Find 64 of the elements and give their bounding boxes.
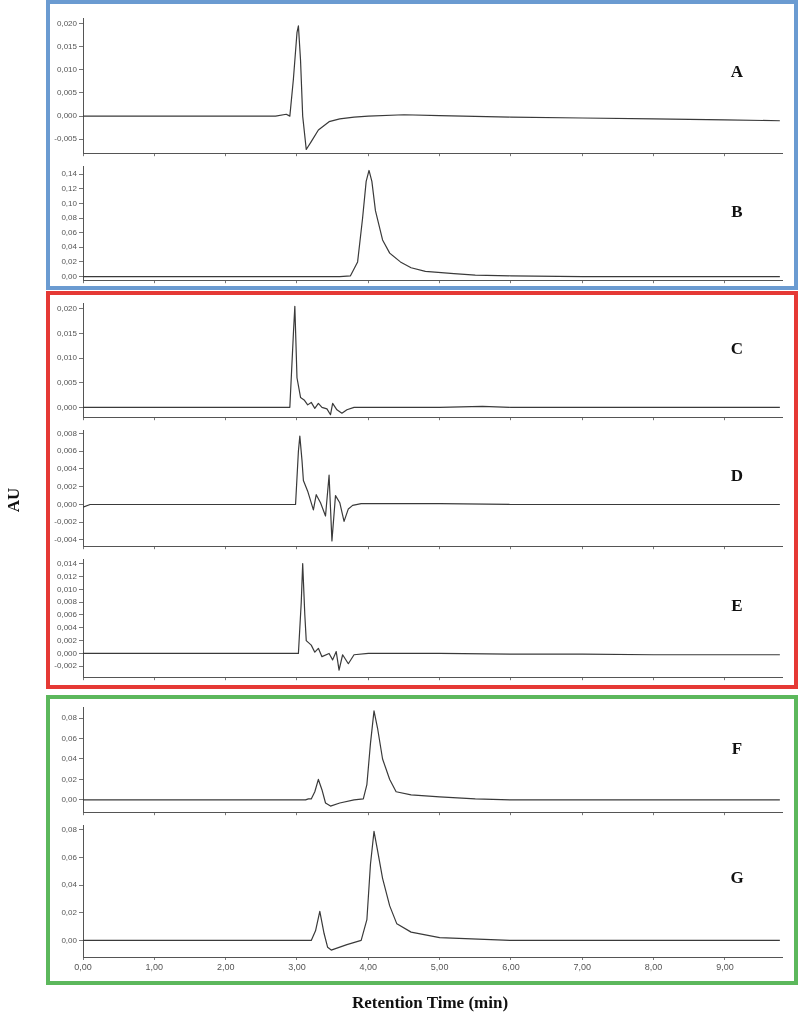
y-tick-label: 0,08 (61, 713, 78, 723)
y-tick-label: 0,002 (56, 481, 78, 491)
x-tick-label: 2,00 (216, 961, 235, 972)
y-tick-label: 0,012 (56, 571, 78, 581)
y-tick-label: -0,002 (54, 661, 78, 671)
y-tick-label: 0,008 (56, 428, 78, 438)
text: A (730, 61, 744, 81)
text: C (730, 338, 744, 358)
y-tick-label: 0,02 (61, 257, 78, 267)
x-tick-label: 0,00 (74, 961, 92, 972)
y-tick-label: 0,04 (61, 242, 78, 252)
x-tick-label: 1,00 (145, 961, 164, 972)
x-tick-label: 9,00 (716, 961, 734, 972)
y-tick-label: 0,02 (61, 774, 78, 784)
y-tick-label: 0,005 (56, 377, 78, 387)
y-tick-label: 0,002 (56, 635, 78, 645)
text: D (730, 466, 744, 486)
x-tick-label: 8,00 (644, 961, 663, 972)
y-tick-label: 0,00 (61, 795, 78, 805)
y-tick-label: 0,10 (61, 198, 78, 208)
y-tick-label: 0,010 (56, 584, 78, 594)
x-tick-label: 4,00 (359, 961, 378, 972)
y-tick-label: -0,005 (54, 134, 78, 144)
y-tick-label: 0,020 (56, 18, 78, 28)
y-tick-label: 0,14 (61, 169, 78, 179)
y-tick-label: -0,002 (54, 517, 78, 527)
y-tick-label: 0,004 (56, 464, 78, 474)
y-tick-label: 0,00 (61, 935, 78, 945)
y-tick-label: 0,006 (56, 446, 78, 456)
y-tick-label: 0,004 (56, 623, 78, 633)
text: G (730, 867, 744, 887)
y-tick-label: 0,015 (56, 328, 78, 338)
y-tick-label: 0,010 (56, 353, 78, 363)
y-tick-label: 0,06 (61, 227, 78, 237)
y-tick-label: 0,006 (56, 610, 78, 620)
y-tick-label: 0,00 (61, 271, 78, 281)
x-tick-label: 7,00 (573, 961, 592, 972)
y-tick-label: 0,02 (61, 908, 78, 918)
text: E (731, 596, 743, 616)
y-tick-label: 0,000 (56, 648, 78, 658)
y-tick-label: 0,020 (56, 303, 78, 313)
y-axis-title: AU (4, 487, 25, 513)
y-tick-label: 0,06 (61, 733, 78, 743)
text: F (731, 738, 743, 758)
x-tick-label: 5,00 (430, 961, 449, 972)
y-tick-label: 0,015 (56, 41, 78, 51)
y-tick-label: 0,12 (61, 183, 78, 193)
y-tick-label: 0,014 (56, 558, 78, 568)
y-tick-label: 0,000 (56, 111, 78, 121)
y-tick-label: 0,008 (56, 597, 78, 607)
y-tick-label: 0,04 (61, 880, 78, 890)
y-tick-label: 0,000 (56, 402, 78, 412)
text: B (731, 201, 743, 221)
x-tick-label: 3,00 (288, 961, 306, 972)
y-tick-label: 0,04 (61, 754, 78, 764)
y-tick-label: 0,005 (56, 88, 78, 98)
y-tick-label: 0,000 (56, 499, 78, 509)
y-tick-label: 0,08 (61, 213, 78, 223)
y-tick-label: -0,004 (54, 535, 78, 545)
x-tick-label: 6,00 (502, 961, 520, 972)
y-tick-label: 0,08 (61, 825, 78, 835)
y-tick-label: 0,06 (61, 852, 78, 862)
y-tick-label: 0,010 (56, 64, 78, 74)
x-axis-title: Retention Time (min) (350, 993, 510, 1013)
